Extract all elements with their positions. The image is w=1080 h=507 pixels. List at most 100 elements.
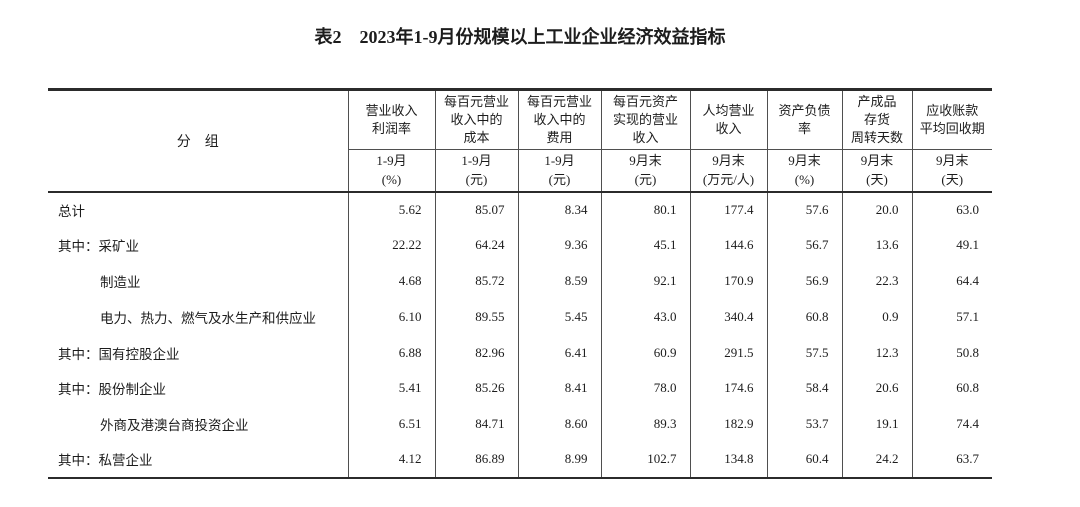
table-header: 分 组 营业收入 利润率 每百元营业 收入中的 成本 每百元营业 收入中的 费用… [48,89,992,193]
cell-value: 144.6 [689,227,767,264]
row-label: 其中：采矿业 [58,239,139,255]
row-label: 外商及港澳台商投资企业 [100,418,249,434]
cell-value: 85.07 [434,191,518,228]
period-label: 1-9月 [544,153,575,169]
cell-value: 177.4 [689,191,767,228]
cell-value: 49.1 [911,227,992,264]
row-label: 其中：私营企业 [58,453,153,469]
cell-value: 340.4 [689,298,767,335]
cell-value: 20.0 [841,191,912,228]
cell-value: 82.96 [434,334,518,371]
unit-label: (%) [381,172,402,188]
subheader-cell: 1-9月 (%) [347,149,435,193]
subheader-cell: 9月末 (%) [766,149,842,193]
cell-value: 85.72 [434,263,518,299]
column-header-debt-ratio: 资产负债 率 [766,89,842,150]
row-label: 制造业 [100,274,141,290]
cell-value: 53.7 [766,406,842,443]
row-label: 其中：国有控股企业 [58,346,180,362]
unit-label: (天) [941,172,964,188]
cell-value: 8.34 [517,191,601,228]
cell-value: 170.9 [689,263,767,299]
cell-value: 58.4 [766,370,842,407]
cell-value: 4.12 [347,442,435,478]
period-label: 9月末 [860,153,894,169]
cell-value: 4.68 [347,263,435,299]
unit-label: (元) [634,172,657,188]
cell-value: 63.7 [911,442,992,478]
table-row-utilities: 电力、热力、燃气及水生产和供应业 6.10 89.55 5.45 43.0 34… [48,298,992,335]
column-header-expense: 每百元营业 收入中的 费用 [517,89,601,150]
page-title: 表2 2023年1-9月份规模以上工业企业经济效益指标 [314,27,726,47]
cell-value: 60.8 [766,298,842,335]
table-row-shareholding: 其中：股份制企业 5.41 85.26 8.41 78.0 174.6 58.4… [48,370,992,407]
subheader-cell: 9月末 (天) [911,149,992,193]
cell-value: 6.88 [347,334,435,371]
unit-label: (元) [548,172,571,188]
cell-value: 60.8 [911,370,992,407]
cell-value: 22.22 [347,227,435,264]
cell-value: 89.3 [600,406,690,443]
cell-value: 84.71 [434,406,518,443]
header-row-units: 1-9月 (%) 1-9月 (元) 1-9月 (元) 9月末 (元) 9月末 (万元/人)… [48,149,992,193]
period-label: 9月末 [935,153,969,169]
unit-label: (天) [866,172,888,188]
subheader-cell: 9月末 (天) [841,149,912,193]
table-body: 总计 5.62 85.07 8.34 80.1 177.4 57.6 20.0 … [48,191,992,478]
table-row-mining: 其中：采矿业 22.22 64.24 9.36 45.1 144.6 56.7 … [48,227,992,264]
cell-value: 134.8 [689,442,767,478]
cell-value: 63.0 [911,191,992,228]
cell-value: 78.0 [600,370,690,407]
cell-value: 20.6 [841,370,912,407]
table-row-private: 其中：私营企业 4.12 86.89 8.99 102.7 134.8 60.4… [48,442,992,478]
cell-value: 174.6 [689,370,767,407]
table-row-total: 总计 5.62 85.07 8.34 80.1 177.4 57.6 20.0 … [48,191,992,228]
cell-value: 22.3 [841,263,912,299]
unit-label: (万元/人) [702,172,755,188]
cell-value: 182.9 [689,406,767,443]
cell-value: 43.0 [600,298,690,335]
row-label: 电力、热力、燃气及水生产和供应业 [100,310,316,326]
cell-value: 5.45 [517,298,601,335]
cell-value: 57.6 [766,191,842,228]
cell-value: 6.51 [347,406,435,443]
cell-value: 6.10 [347,298,435,335]
period-label: 1-9月 [461,153,492,169]
cell-value: 64.24 [434,227,518,264]
cell-value: 9.36 [517,227,601,264]
cell-value: 57.5 [766,334,842,371]
row-label: 其中：股份制企业 [58,382,166,398]
table-row-state-owned: 其中：国有控股企业 6.88 82.96 6.41 60.9 291.5 57.… [48,334,992,371]
table-row-foreign-invested: 外商及港澳台商投资企业 6.51 84.71 8.60 89.3 182.9 5… [48,406,992,443]
cell-value: 60.9 [600,334,690,371]
subheader-cell: 1-9月 (元) [517,149,601,193]
cell-value: 19.1 [841,406,912,443]
cell-value: 56.9 [766,263,842,299]
cell-value: 80.1 [600,191,690,228]
column-header-revenue-per-capita: 人均营业 收入 [689,89,767,150]
subheader-cell: 9月末 (元) [600,149,690,193]
cell-value: 12.3 [841,334,912,371]
economic-indicators-table: 分 组 营业收入 利润率 每百元营业 收入中的 成本 每百元营业 收入中的 费用… [48,88,992,479]
column-header-cost: 每百元营业 收入中的 成本 [434,89,518,150]
cell-value: 5.41 [347,370,435,407]
cell-value: 24.2 [841,442,912,478]
cell-value: 86.89 [434,442,518,478]
cell-value: 45.1 [600,227,690,264]
cell-value: 291.5 [689,334,767,371]
subheader-cell: 1-9月 (元) [434,149,518,193]
header-row-names: 分 组 营业收入 利润率 每百元营业 收入中的 成本 每百元营业 收入中的 费用… [48,89,992,193]
cell-value: 50.8 [911,334,992,371]
cell-value: 6.41 [517,334,601,371]
cell-value: 5.62 [347,191,435,228]
cell-value: 57.1 [911,298,992,335]
cell-value: 60.4 [766,442,842,478]
cell-value: 102.7 [600,442,690,478]
period-label: 9月末 [788,153,821,169]
cell-value: 74.4 [911,406,992,443]
table-row-manufacturing: 制造业 4.68 85.72 8.59 92.1 170.9 56.9 22.3… [48,263,992,299]
row-label: 总计 [58,203,85,219]
group-header-cell: 分 组 [48,89,348,193]
unit-label: (%) [794,172,815,188]
cell-value: 56.7 [766,227,842,264]
